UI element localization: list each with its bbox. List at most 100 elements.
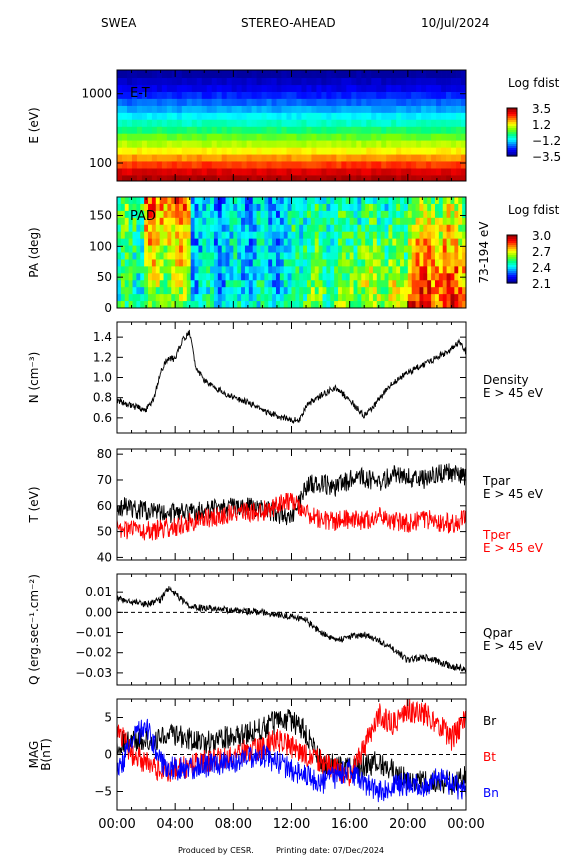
heatmap-cell-1 [202,280,207,288]
heatmap-cell-1 [307,210,312,219]
y-tick-label-4: −0.02 [75,646,112,660]
heatmap-cell-1 [248,245,254,253]
heatmap-cell-1 [341,294,347,302]
heatmap-cell-0 [356,140,362,148]
heatmap-cell-0 [306,161,312,169]
heatmap-cell-0 [461,77,467,86]
heatmap-cell-0 [241,126,248,134]
heatmap-cell-0 [146,133,153,141]
heatmap-cell-0 [351,133,357,141]
heatmap-cell-1 [303,259,308,267]
heatmap-cell-1 [388,287,393,295]
heatmap-cell-0 [316,70,322,79]
heatmap-cell-0 [196,70,203,79]
heatmap-cell-1 [299,287,304,295]
heatmap-cell-1 [341,231,347,240]
heatmap-cell-1 [322,259,327,267]
heatmap-cell-0 [221,91,228,99]
heatmap-cell-1 [400,245,405,253]
heatmap-cell-0 [291,91,297,99]
heatmap-cell-1 [194,238,199,246]
heatmap-cell-0 [226,112,233,120]
heatmap-cell-1 [283,203,289,212]
heatmap-cell-1 [275,197,281,205]
heatmap-cell-1 [179,273,184,281]
heatmap-cell-0 [331,84,337,92]
heatmap-cell-1 [314,259,320,267]
heatmap-cell-0 [291,175,297,182]
heatmap-cell-1 [140,217,145,226]
heatmap-cell-1 [275,217,281,226]
heatmap-cell-0 [441,98,447,106]
heatmap-cell-0 [301,161,307,169]
heatmap-cell-1 [295,294,300,302]
heatmap-cell-0 [456,140,462,148]
heatmap-cell-0 [441,91,447,99]
heatmap-cell-0 [381,70,387,79]
heatmap-cell-0 [121,70,128,79]
heatmap-cell-0 [366,119,372,127]
heatmap-cell-0 [236,147,243,155]
heatmap-cell-1 [334,210,339,219]
heatmap-cell-1 [407,252,413,260]
heatmap-cell-0 [456,70,462,79]
heatmap-cell-1 [369,259,374,267]
heatmap-cell-0 [401,154,407,162]
heatmap-cell-0 [151,133,158,141]
heatmap-cell-1 [213,217,219,226]
heatmap-cell-0 [336,91,342,99]
colorbar-swatch-1 [507,271,517,274]
heatmap-cell-1 [148,252,153,260]
heatmap-cell-1 [349,217,354,226]
heatmap-cell-1 [198,287,203,295]
heatmap-cell-0 [181,161,188,169]
heatmap-cell-1 [136,294,141,302]
heatmap-cell-1 [462,231,467,240]
heatmap-cell-1 [117,231,122,240]
heatmap-cell-0 [456,98,462,106]
heatmap-cell-1 [283,266,289,274]
heatmap-cell-0 [356,175,362,182]
heatmap-cell-1 [400,238,405,246]
heatmap-cell-1 [380,224,385,233]
heatmap-cell-0 [251,98,257,106]
heatmap-cell-0 [301,126,307,134]
heatmap-cell-0 [366,105,372,113]
heatmap-cell-0 [151,91,158,99]
heatmap-cell-1 [225,287,230,295]
heatmap-cell-0 [191,98,198,106]
heatmap-cell-0 [171,154,178,162]
heatmap-cell-1 [167,294,172,302]
heatmap-cell-1 [365,210,370,219]
heatmap-cell-0 [171,105,178,113]
heatmap-cell-0 [206,112,213,120]
heatmap-cell-0 [271,147,277,155]
heatmap-cell-1 [175,252,180,260]
heatmap-cell-1 [120,210,126,219]
heatmap-cell-0 [206,175,213,182]
colorbar-swatch-0 [507,114,517,117]
heatmap-cell-0 [431,112,437,120]
heatmap-cell-1 [144,287,149,295]
heatmap-cell-1 [233,252,238,260]
heatmap-cell-0 [216,119,223,127]
heatmap-cell-1 [407,203,413,212]
heatmap-cell-1 [334,266,339,274]
heatmap-cell-1 [303,217,308,226]
heatmap-cell-0 [456,147,462,155]
heatmap-cell-0 [136,168,143,176]
heatmap-cell-1 [268,203,273,212]
heatmap-cell-0 [246,98,253,106]
colorbar-swatch-0 [507,148,517,151]
heatmap-cell-1 [450,280,455,288]
heatmap-cell-0 [161,168,168,176]
heatmap-cell-1 [434,238,440,246]
heatmap-cell-0 [436,119,442,127]
heatmap-cell-1 [396,294,401,302]
heatmap-cell-0 [381,161,387,169]
heatmap-cell-0 [336,168,342,176]
heatmap-cell-1 [372,259,378,267]
heatmap-cell-0 [161,77,168,86]
heatmap-cell-1 [163,273,168,281]
heatmap-cell-0 [441,105,447,113]
